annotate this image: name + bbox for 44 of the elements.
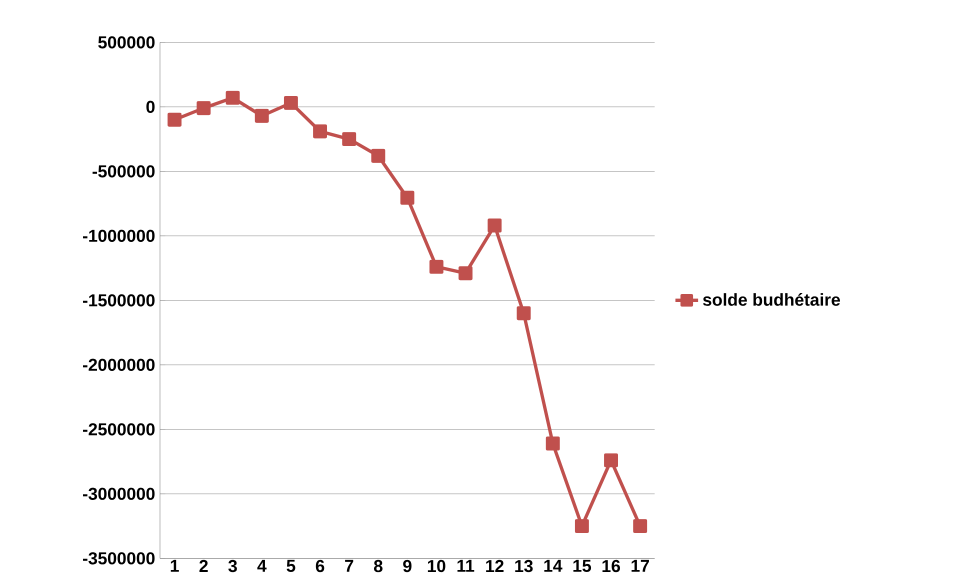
point bbox=[574, 519, 589, 534]
y-tick-label: -1500000 bbox=[82, 294, 155, 306]
point bbox=[371, 148, 386, 163]
y-tick-label: -500000 bbox=[92, 165, 155, 178]
x-tick-label: 16 bbox=[602, 560, 620, 572]
x-tick-label: 7 bbox=[345, 560, 354, 572]
point bbox=[604, 453, 618, 468]
x-tick-label: 13 bbox=[515, 560, 533, 572]
y-tick-label: 500000 bbox=[98, 36, 155, 48]
y-tick-label: -2500000 bbox=[82, 423, 155, 436]
point bbox=[226, 90, 240, 105]
point bbox=[196, 101, 211, 116]
x-tick-label: 4 bbox=[257, 560, 267, 572]
point bbox=[633, 519, 648, 534]
x-tick-label: 12 bbox=[486, 560, 504, 572]
point bbox=[488, 218, 502, 232]
x-tick-label: 15 bbox=[573, 560, 592, 572]
x-tick-label: 17 bbox=[632, 560, 649, 572]
x-tick-label: 3 bbox=[228, 560, 237, 572]
x-tick-label: 6 bbox=[316, 560, 324, 572]
y-tick-label: -1000000 bbox=[82, 230, 155, 242]
point bbox=[168, 112, 182, 127]
x-tick-label: 10 bbox=[428, 560, 446, 572]
point bbox=[458, 266, 473, 280]
x-tick-label: 11 bbox=[457, 560, 474, 572]
x-tick-label: 1 bbox=[170, 560, 179, 572]
point bbox=[254, 108, 269, 123]
x-tick-label: 8 bbox=[374, 560, 383, 572]
point bbox=[516, 306, 531, 320]
point bbox=[400, 190, 414, 205]
legend-label: solde budhétaire bbox=[703, 293, 840, 306]
point bbox=[313, 124, 328, 138]
point bbox=[284, 96, 298, 110]
x-tick-label: 5 bbox=[286, 560, 296, 572]
x-tick-label: 2 bbox=[199, 560, 208, 572]
y-tick-label: -3500000 bbox=[82, 552, 155, 564]
x-tick-label: 14 bbox=[544, 560, 562, 572]
point bbox=[546, 436, 560, 450]
y-tick-label: -3000000 bbox=[82, 488, 155, 500]
point bbox=[429, 260, 444, 274]
y-tick-label: 0 bbox=[146, 100, 155, 113]
y-tick-label: -2000000 bbox=[82, 358, 155, 371]
point bbox=[342, 132, 356, 146]
x-tick-label: 9 bbox=[403, 560, 412, 572]
